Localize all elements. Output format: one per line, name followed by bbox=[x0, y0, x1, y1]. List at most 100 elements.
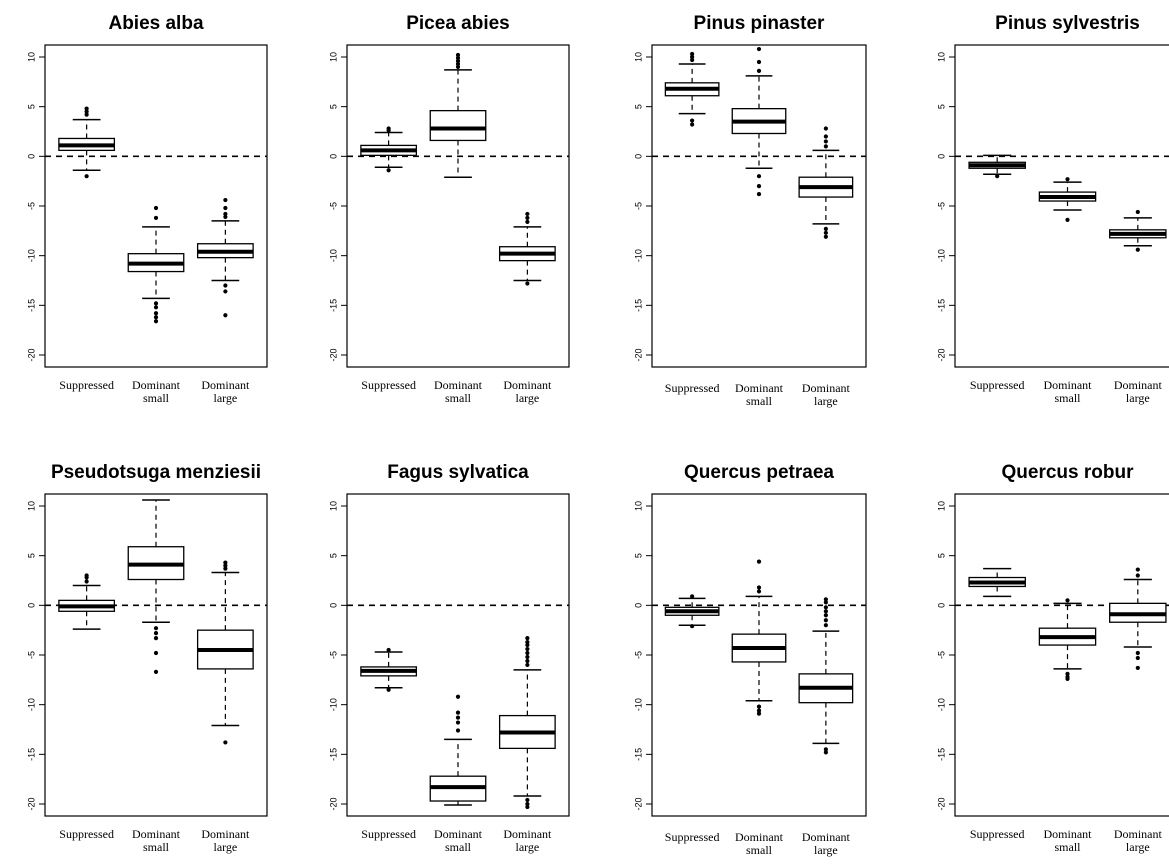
y-tick-label: 0 bbox=[328, 603, 338, 608]
box-2 bbox=[1038, 177, 1097, 223]
category-label: Dominant bbox=[434, 378, 483, 392]
outlier-point bbox=[525, 219, 530, 224]
outlier-point bbox=[455, 715, 461, 720]
outlier-point bbox=[223, 211, 228, 217]
outlier-point bbox=[690, 57, 695, 63]
y-tick-label: -10 bbox=[26, 249, 36, 262]
box-1 bbox=[58, 573, 116, 630]
outlier-point bbox=[153, 301, 159, 306]
box-3 bbox=[196, 197, 254, 318]
outlier-point bbox=[756, 68, 762, 74]
outlier-point bbox=[525, 801, 530, 807]
category-label: Suppressed bbox=[361, 378, 416, 392]
outlier-point bbox=[823, 750, 828, 755]
y-tick-label: -15 bbox=[633, 748, 643, 761]
outlier-point bbox=[84, 109, 89, 114]
outlier-point bbox=[1065, 676, 1070, 681]
outlier-point bbox=[386, 168, 391, 173]
chart-panel-7: Quercus petraea 10 5 0 -5 -10 -15 -20 Suppressed… bbox=[633, 462, 867, 857]
y-tick-label: -5 bbox=[936, 202, 946, 210]
panel-title: Pseudotsuga menziesii bbox=[51, 462, 261, 483]
y-tick-label: 0 bbox=[936, 154, 946, 159]
outlier-point bbox=[823, 226, 828, 231]
outlier-point bbox=[525, 639, 530, 645]
box-2 bbox=[731, 46, 787, 197]
outlier-point bbox=[823, 600, 828, 605]
y-tick-label: 10 bbox=[633, 501, 643, 511]
outlier-point bbox=[223, 563, 228, 568]
outlier-point bbox=[153, 631, 159, 636]
outlier-point bbox=[1135, 209, 1140, 215]
outlier-point bbox=[525, 650, 530, 656]
y-tick-label: -15 bbox=[633, 299, 643, 312]
y-tick-label: -20 bbox=[26, 797, 36, 810]
outlier-point bbox=[756, 191, 762, 197]
category-label: large bbox=[213, 840, 237, 854]
y-tick-label: 5 bbox=[26, 104, 36, 109]
panel-title: Quercus robur bbox=[1002, 462, 1135, 483]
outlier-point bbox=[525, 642, 530, 648]
outlier-point bbox=[386, 128, 391, 133]
outlier-point bbox=[223, 289, 228, 294]
outlier-point bbox=[823, 609, 828, 614]
chart-panel-2: Picea abies 10 5 0 -5 -10 -15 -20 Suppressed Domi… bbox=[328, 13, 570, 405]
outlier-point bbox=[756, 59, 762, 65]
box-1 bbox=[664, 594, 720, 629]
outlier-point bbox=[1135, 573, 1140, 578]
y-tick-label: 10 bbox=[26, 52, 36, 62]
outlier-point bbox=[756, 174, 762, 179]
y-tick-label: -5 bbox=[26, 202, 36, 210]
y-tick-label: 10 bbox=[328, 501, 338, 511]
y-tick-label: -20 bbox=[633, 797, 643, 810]
y-tick-label: -5 bbox=[633, 202, 643, 210]
outlier-point bbox=[1065, 598, 1070, 603]
outlier-point bbox=[756, 704, 762, 709]
outlier-point bbox=[690, 51, 695, 57]
outlier-point bbox=[823, 139, 828, 144]
y-tick-label: -15 bbox=[26, 748, 36, 761]
outlier-point bbox=[153, 305, 159, 310]
category-label: Dominant bbox=[735, 830, 784, 844]
outlier-point bbox=[84, 174, 89, 179]
outlier-point bbox=[525, 646, 530, 652]
chart-panel-8: Quercus robur 10 5 0 -5 -10 -15 -20 Suppressed Do… bbox=[936, 462, 1169, 854]
box-3 bbox=[196, 560, 254, 745]
outlier-point bbox=[823, 613, 828, 618]
outlier-point bbox=[455, 694, 461, 699]
outlier-point bbox=[1065, 217, 1070, 223]
box-2 bbox=[731, 559, 787, 716]
outlier-point bbox=[455, 55, 461, 61]
y-tick-label: 5 bbox=[633, 553, 643, 558]
outlier-point bbox=[756, 585, 762, 590]
category-label: Dominant bbox=[503, 378, 552, 392]
y-tick-label: -20 bbox=[328, 348, 338, 361]
category-label: Dominant bbox=[1114, 378, 1163, 392]
box-2 bbox=[429, 52, 487, 178]
category-label: small bbox=[143, 391, 170, 405]
category-label: large bbox=[1126, 391, 1150, 405]
outlier-point bbox=[84, 573, 89, 578]
y-tick-label: 5 bbox=[26, 553, 36, 558]
panel-title: Pinus pinaster bbox=[694, 13, 826, 34]
category-label: large bbox=[1126, 840, 1150, 854]
y-tick-label: -10 bbox=[633, 249, 643, 262]
category-label: Suppressed bbox=[59, 827, 114, 841]
box-1 bbox=[968, 567, 1026, 598]
box-3 bbox=[798, 597, 854, 755]
outlier-point bbox=[223, 214, 228, 220]
outlier-point bbox=[823, 230, 828, 235]
y-tick-label: 0 bbox=[26, 154, 36, 159]
category-label: large bbox=[515, 840, 539, 854]
category-label: Dominant bbox=[201, 827, 250, 841]
y-tick-label: 10 bbox=[26, 501, 36, 511]
y-tick-label: 0 bbox=[633, 154, 643, 159]
outlier-point bbox=[153, 650, 159, 656]
y-tick-label: -10 bbox=[936, 249, 946, 262]
category-label: small bbox=[746, 394, 773, 408]
outlier-point bbox=[455, 52, 461, 58]
outlier-point bbox=[756, 711, 762, 716]
y-tick-label: -15 bbox=[26, 299, 36, 312]
panel-title: Pinus sylvestris bbox=[995, 13, 1140, 34]
category-label: small bbox=[1055, 391, 1082, 405]
